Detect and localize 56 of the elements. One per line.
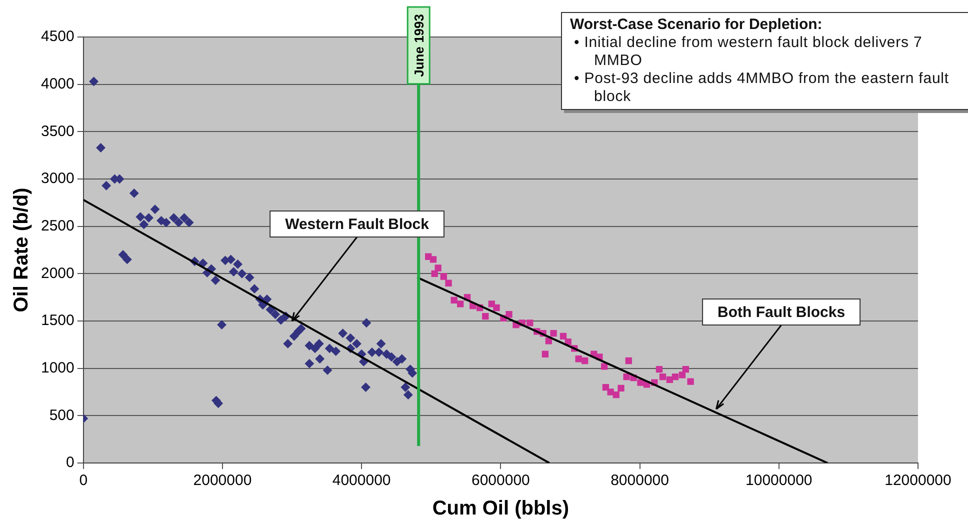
point [457, 300, 464, 308]
x-tick-label: 4000000 [332, 472, 391, 490]
annotation: Western Fault Block [285, 216, 430, 234]
point [659, 374, 666, 380]
point [656, 366, 663, 373]
point [672, 374, 679, 380]
point [550, 330, 557, 337]
y-tick-label: 1500 [40, 312, 74, 330]
x-tick-label: 10000000 [746, 472, 812, 490]
point [431, 270, 438, 277]
x-tick-label: 8000000 [610, 472, 669, 490]
point [637, 379, 644, 386]
y-tick-label: 2000 [40, 264, 74, 282]
y-tick-label: 0 [66, 454, 74, 472]
text: Worst-Case Scenario for Depletion: [570, 16, 824, 34]
point [612, 392, 620, 398]
point [575, 356, 582, 362]
point [450, 296, 458, 304]
point [493, 304, 500, 312]
y-tick-label: 4000 [40, 75, 74, 92]
point [600, 363, 608, 370]
point [625, 357, 632, 364]
y-tick-label: 3500 [40, 122, 74, 140]
annotation: • Initial decline from western fault block delivers 7 MMBO [574, 34, 924, 70]
point [582, 357, 588, 364]
point [678, 372, 686, 378]
point [488, 300, 495, 308]
y-tick-label: 3000 [40, 170, 74, 188]
point [440, 273, 447, 280]
point [666, 376, 674, 384]
point [434, 264, 442, 272]
x-tick-label: 2000000 [193, 472, 252, 490]
y-axis-title: Oil Rate (b/d) [10, 188, 33, 312]
x-axis-title: Cum Oil (bbls) [432, 498, 570, 520]
point [623, 374, 630, 380]
point [682, 366, 690, 373]
x-tick-label: 0 [79, 472, 88, 490]
y-tick-label: 4500 [40, 28, 74, 46]
annotation: • Post-93 decline adds 4MMBO from the eastern fault block [574, 70, 950, 106]
point [560, 332, 567, 340]
x-tick-label: 6000000 [471, 472, 530, 490]
point [607, 388, 614, 396]
x-tick-label: 12000000 [884, 472, 952, 490]
ref-line-label: June 1993 [412, 14, 427, 77]
annotation: Both Fault Blocks [718, 304, 846, 322]
point [506, 311, 512, 318]
point [542, 350, 549, 358]
point [618, 384, 624, 392]
point [445, 280, 452, 286]
point [482, 312, 489, 320]
point [430, 256, 437, 263]
y-tick-label: 1000 [40, 359, 74, 376]
y-tick-label: 2500 [40, 217, 74, 234]
point [526, 320, 534, 326]
y-tick-label: 500 [49, 406, 74, 424]
point [687, 378, 694, 385]
